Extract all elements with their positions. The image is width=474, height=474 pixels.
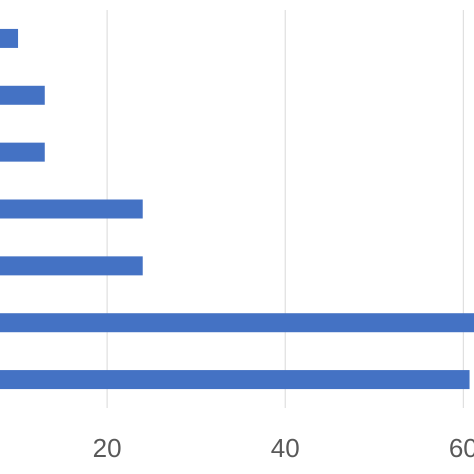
bar — [0, 370, 470, 390]
bar — [0, 199, 143, 219]
bar — [0, 28, 19, 48]
bar — [0, 313, 474, 333]
bar — [0, 142, 45, 162]
x-tick-label: 20 — [93, 433, 122, 463]
x-tick-label: 60 — [449, 433, 474, 463]
bar — [0, 85, 45, 105]
x-tick-label: 40 — [271, 433, 300, 463]
bar — [0, 256, 143, 276]
